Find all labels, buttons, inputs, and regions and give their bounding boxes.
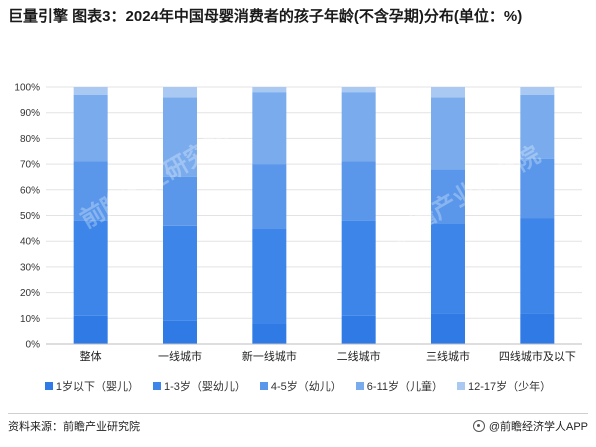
bar-segment — [341, 220, 376, 316]
y-tick-label: 90% — [20, 108, 40, 119]
footer-divider — [8, 413, 588, 414]
bar-segment — [431, 97, 465, 170]
bar-segment — [73, 220, 108, 316]
legend-label: 1-3岁（婴幼儿） — [163, 381, 246, 393]
bar-segment — [252, 87, 287, 93]
legend-item: 12-17岁（少年） — [457, 378, 551, 394]
y-tick-label: 50% — [20, 211, 40, 222]
legend-label: 6-11岁（儿童） — [366, 381, 443, 393]
legend-label: 12-17岁（少年） — [468, 381, 552, 393]
y-tick-label: 10% — [20, 314, 40, 325]
bar-segment — [163, 97, 197, 177]
bar-segment — [520, 158, 555, 219]
bar-segment — [163, 225, 197, 321]
x-category-label: 整体 — [80, 349, 102, 363]
bar-segment — [341, 161, 376, 221]
legend-swatch — [355, 382, 364, 390]
y-tick-label: 70% — [20, 160, 40, 171]
bar-segment — [520, 313, 555, 344]
bar-segment — [341, 87, 376, 93]
chart-title: 巨量引擎 图表3：2024年中国母婴消费者的孩子年龄(不含孕期)分布(单位：%) — [8, 8, 523, 25]
brand-text: @前瞻经济学人APP — [488, 421, 588, 433]
bar-segment — [431, 313, 465, 344]
bar-segment — [73, 315, 108, 344]
x-category-label: 二线城市 — [337, 349, 381, 363]
legend-item: 1-3岁（婴幼儿） — [152, 378, 246, 394]
bar-segment — [73, 94, 108, 162]
bar-segment — [431, 169, 465, 224]
y-tick-label: 30% — [20, 262, 40, 273]
legend-item: 4-5岁（幼儿） — [259, 378, 342, 394]
y-tick-label: 100% — [14, 83, 40, 94]
bar-segment — [73, 161, 108, 221]
y-tick-label: 20% — [20, 288, 40, 299]
legend-item: 6-11岁（儿童） — [355, 378, 443, 394]
y-tick-label: 40% — [20, 237, 40, 248]
bar-segment — [341, 315, 376, 344]
bar-segment — [431, 87, 465, 98]
legend-swatch — [44, 382, 53, 390]
bar-segment — [520, 94, 555, 159]
legend-item: 1岁以下（婴儿） — [44, 378, 139, 394]
bar-segment — [252, 323, 287, 344]
legend-swatch — [457, 382, 465, 390]
bar-segment — [252, 228, 287, 324]
bar-segment — [520, 218, 555, 314]
source-note: 资料来源：前瞻产业研究院 — [8, 421, 140, 433]
x-category-label: 四线城市及以下 — [499, 349, 576, 363]
bar-segment — [163, 87, 197, 98]
x-category-label: 新一线城市 — [242, 349, 297, 363]
stacked-bar-chart: 0% 10% 20% 30% 40% 50% 60% 70% 80% 90% 100% 整体 一线城市 新… — [14, 83, 582, 363]
y-tick-label: 80% — [20, 134, 40, 145]
bar-segment — [252, 92, 287, 165]
x-category-label: 一线城市 — [158, 349, 202, 363]
bar-segment — [520, 87, 555, 95]
bar-segment — [252, 164, 287, 229]
brand-logo-icon — [472, 420, 485, 432]
legend-label: 4-5岁（幼儿） — [270, 381, 342, 393]
bar-segment — [341, 92, 376, 162]
bar-segment — [163, 176, 197, 226]
x-category-label: 三线城市 — [426, 349, 470, 363]
bar-segment — [163, 320, 197, 344]
y-tick-label: 0% — [26, 340, 41, 351]
brand-credit: @前瞻经济学人APP — [472, 418, 588, 434]
footer: 资料来源：前瞻产业研究院 @前瞻经济学人APP — [8, 418, 588, 434]
legend-label: 1岁以下（婴儿） — [55, 381, 139, 393]
chart-legend: 1岁以下（婴儿） 1-3岁（婴幼儿） 4-5岁（幼儿） 6-11岁（儿童） 12-17岁… — [0, 378, 596, 394]
legend-swatch — [152, 382, 161, 390]
bar-segment — [73, 87, 108, 95]
y-tick-label: 60% — [20, 185, 40, 196]
legend-swatch — [259, 382, 268, 390]
bar-segment — [431, 223, 465, 314]
